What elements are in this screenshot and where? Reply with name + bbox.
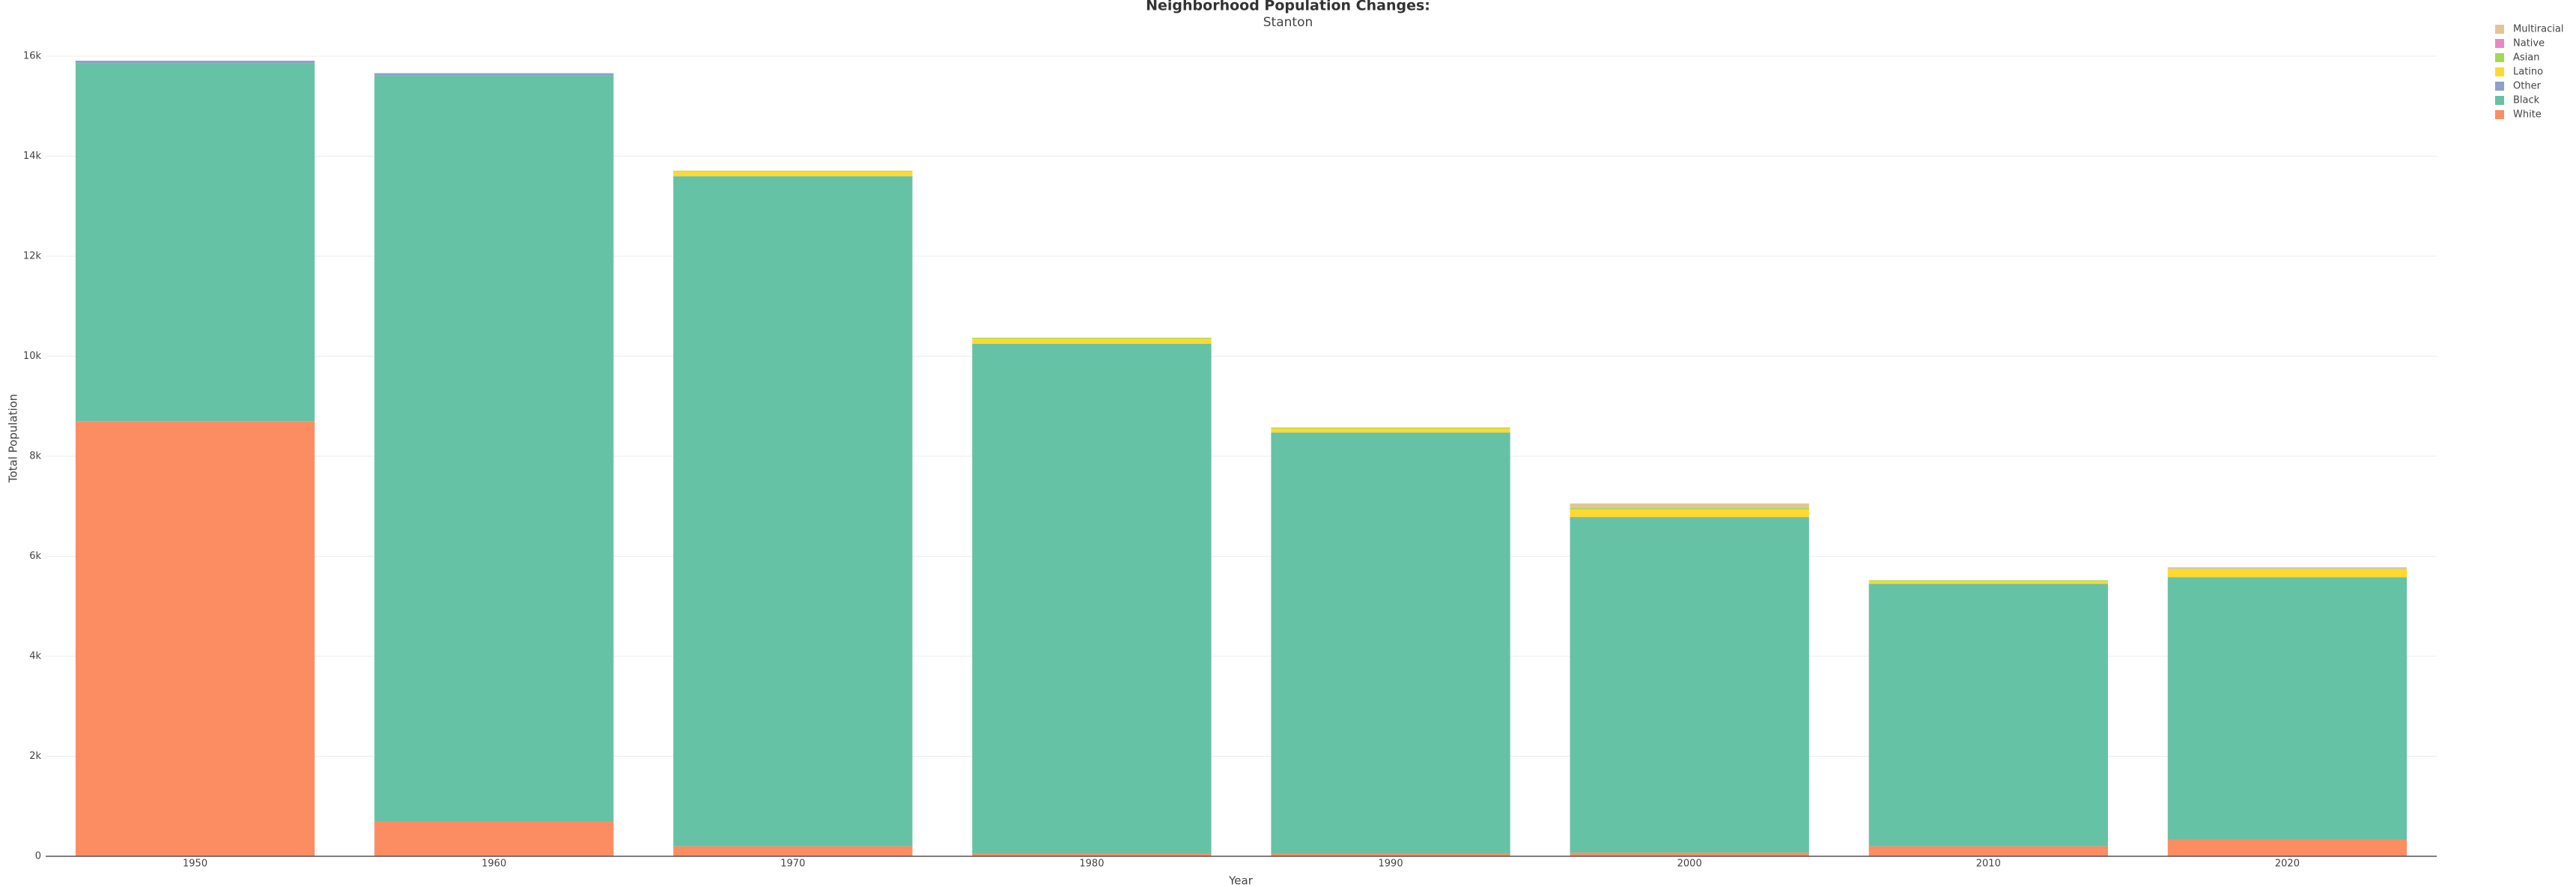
bar-segment	[2167, 569, 2408, 578]
y-tick-label: 0	[35, 851, 41, 862]
y-tick-label: 14k	[23, 151, 42, 162]
legend-swatch	[2495, 82, 2504, 91]
chart-title: Neighborhood Population Changes:	[1146, 0, 1430, 14]
bar-segment	[2167, 577, 2408, 840]
legend-label: Black	[2513, 95, 2540, 106]
legend-swatch	[2495, 96, 2504, 105]
bar-segment	[972, 343, 1212, 853]
bar-segment	[75, 421, 315, 856]
bar-segment	[972, 337, 1212, 339]
bar-segment	[673, 170, 913, 172]
legend-label: Asian	[2513, 52, 2539, 64]
y-tick-label: 6k	[29, 551, 41, 562]
y-axis-label: Total Population	[7, 394, 20, 484]
legend-label: Multiracial	[2513, 24, 2563, 35]
legend-label: Latino	[2513, 67, 2543, 78]
legend-swatch	[2495, 39, 2504, 48]
bar-segment	[972, 853, 1212, 856]
x-tick-label: 2020	[2275, 859, 2300, 870]
legend-swatch	[2495, 67, 2504, 76]
bar-segment	[1868, 584, 2108, 847]
bar-segment	[1570, 508, 1809, 510]
bar-segment	[673, 846, 913, 856]
x-tick-label: 1970	[780, 859, 805, 870]
bar-segment	[2167, 839, 2408, 856]
bar-segment	[374, 75, 614, 822]
bar-segment	[1570, 518, 1809, 853]
bar-segment	[374, 73, 614, 76]
bar-segment	[1868, 581, 2108, 584]
legend-swatch	[2495, 25, 2504, 34]
bar-segment	[1570, 853, 1809, 856]
bar-segment	[972, 339, 1212, 344]
x-tick-label: 1990	[1379, 859, 1403, 870]
legend-label: Native	[2513, 38, 2545, 49]
bar-segment	[1271, 853, 1510, 856]
legend-swatch	[2495, 110, 2504, 119]
y-tick-label: 8k	[29, 451, 41, 462]
bar-segment	[1868, 846, 2108, 856]
x-tick-label: 1950	[183, 859, 207, 870]
y-tick-label: 16k	[23, 51, 42, 62]
bar-segment	[673, 176, 913, 847]
x-tick-label: 2000	[1677, 859, 1702, 870]
bar-segment	[1570, 509, 1809, 518]
bar-segment	[673, 171, 913, 177]
bar-segment	[75, 61, 315, 64]
y-tick-label: 2k	[29, 751, 41, 762]
x-tick-label: 1980	[1079, 859, 1104, 870]
bar-segment	[1271, 427, 1510, 429]
x-tick-label: 2010	[1976, 859, 2001, 870]
y-tick-label: 4k	[29, 651, 41, 662]
bar-segment	[1271, 428, 1510, 433]
legend-label: White	[2513, 109, 2542, 121]
bar-segment	[1271, 432, 1510, 853]
chart-subtitle: Stanton	[1263, 15, 1313, 30]
bar-segment	[374, 821, 614, 856]
y-tick-label: 10k	[23, 351, 42, 362]
bar-segment	[1570, 503, 1809, 509]
legend-swatch	[2495, 53, 2504, 62]
x-tick-label: 1960	[482, 859, 506, 870]
y-tick-label: 12k	[23, 251, 42, 262]
bar-segment	[1570, 517, 1809, 518]
bar-segment	[75, 63, 315, 422]
x-axis-label: Year	[1228, 874, 1254, 887]
bar-segment	[2167, 567, 2408, 569]
legend-label: Other	[2513, 81, 2542, 92]
